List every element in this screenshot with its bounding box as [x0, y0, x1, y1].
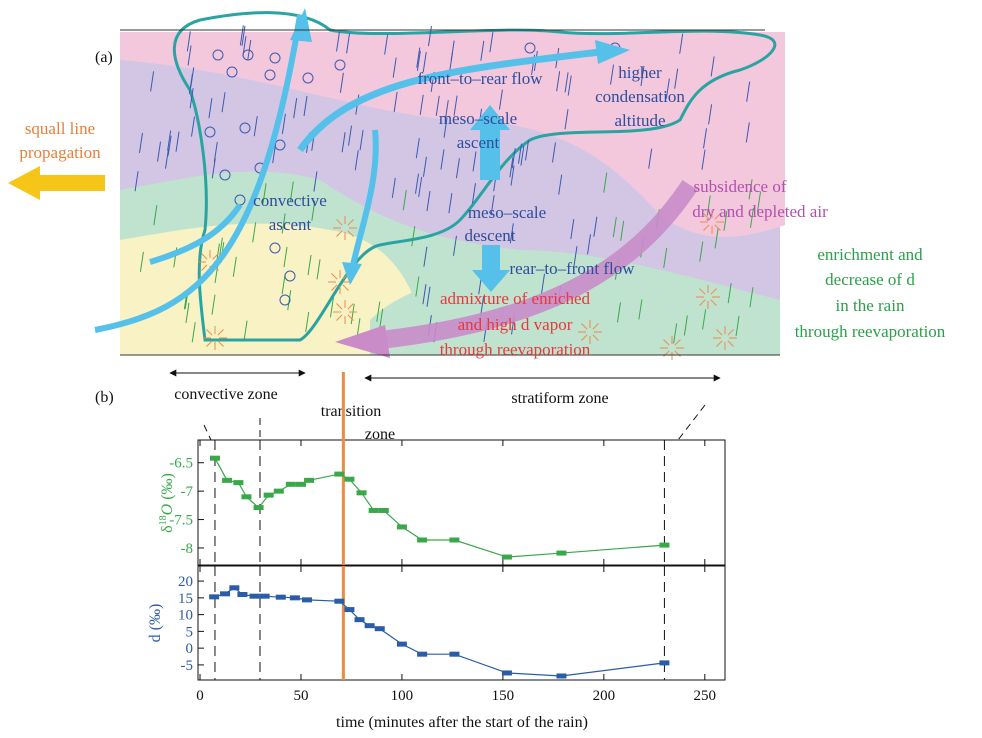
- label: subsidence of: [693, 177, 786, 196]
- data-point: [556, 673, 566, 678]
- data-point: [220, 591, 230, 596]
- label: dry and depleted air: [692, 202, 828, 221]
- label: ascent: [457, 133, 500, 152]
- label: in the rain: [836, 296, 905, 315]
- plot-frame: [198, 566, 725, 680]
- label: through reevaporation: [795, 322, 946, 341]
- data-point: [276, 595, 286, 600]
- x-tick-label: 50: [293, 688, 308, 704]
- unit: (‰): [159, 473, 176, 500]
- data-point: [254, 505, 264, 510]
- data-point: [397, 524, 407, 529]
- data-point: [209, 594, 219, 599]
- x-tick-label: 250: [694, 688, 717, 704]
- zone-label: transition: [321, 403, 381, 420]
- data-point: [222, 478, 232, 483]
- y-tick-label: 0: [186, 641, 194, 657]
- label: convective: [253, 191, 327, 210]
- data-point: [290, 595, 300, 600]
- connector: [204, 425, 211, 440]
- y-tick-label: 15: [178, 591, 193, 607]
- data-point: [417, 538, 427, 543]
- y-tick-label: 10: [178, 608, 193, 624]
- data-point: [210, 456, 220, 461]
- panel-label: (b): [95, 389, 114, 406]
- data-point: [379, 508, 389, 513]
- squall-arrow: [8, 166, 105, 200]
- label: meso–scale: [439, 109, 517, 128]
- data-point: [449, 652, 459, 657]
- data-point: [237, 592, 247, 597]
- data-point: [286, 482, 296, 487]
- data-point: [355, 617, 365, 622]
- label: altitude: [615, 111, 666, 130]
- connector: [678, 405, 705, 440]
- y-tick-label: -7: [181, 484, 194, 500]
- label: condensation: [595, 87, 685, 106]
- data-point: [502, 555, 512, 560]
- y-tick-label: 20: [178, 574, 193, 590]
- data-point: [264, 493, 274, 498]
- label: admixture of enriched: [440, 289, 591, 308]
- x-tick-label: 100: [391, 688, 414, 704]
- x-axis-label: time (minutes after the start of the rai…: [336, 714, 588, 731]
- data-point: [344, 477, 354, 482]
- data-point: [334, 472, 344, 477]
- data-point: [274, 489, 284, 494]
- data-point: [417, 652, 427, 657]
- zone-label: stratiform zone: [511, 390, 608, 407]
- data-point: [302, 597, 312, 602]
- data-point: [357, 490, 367, 495]
- data-point: [250, 594, 260, 599]
- data-point: [241, 494, 251, 499]
- label: and high d vapor: [458, 315, 573, 334]
- data-point: [556, 551, 566, 556]
- label: enrichment and: [817, 245, 923, 264]
- y-tick-label: -8: [181, 541, 194, 557]
- label: meso–scale: [468, 203, 546, 222]
- label: through reevaporation: [440, 340, 591, 359]
- data-point: [233, 480, 243, 485]
- x-tick-label: 150: [492, 688, 515, 704]
- y-tick-label: 5: [186, 624, 194, 640]
- data-point: [369, 508, 379, 513]
- chart: -505101520050100150200250: [178, 566, 725, 704]
- data-point: [502, 670, 512, 675]
- diagram: (a) squall line propagation front–to–rea…: [8, 8, 946, 360]
- data-point: [659, 543, 669, 548]
- x-tick-label: 200: [593, 688, 616, 704]
- data-point: [344, 607, 354, 612]
- data-point: [659, 660, 669, 665]
- data-point: [365, 623, 375, 628]
- data-point: [260, 594, 270, 599]
- label: rear–to–front flow: [509, 259, 635, 278]
- label: squall line: [25, 119, 95, 138]
- panel-label: (a): [95, 49, 113, 66]
- y-tick-label: -7.5: [169, 513, 193, 529]
- data-point: [304, 478, 314, 483]
- label: descent: [465, 226, 516, 245]
- data-point: [397, 642, 407, 647]
- label: decrease of d: [825, 270, 915, 289]
- zone-label: convective zone: [174, 386, 278, 403]
- label: front–to–rear flow: [417, 69, 543, 88]
- y-axis-label: d (‰): [147, 604, 164, 643]
- data-point: [449, 538, 459, 543]
- zones: (b) convective zone transition zone stra…: [95, 373, 720, 443]
- figure: (a) squall line propagation front–to–rea…: [0, 0, 982, 738]
- x-tick-label: 0: [196, 688, 204, 704]
- label: higher: [618, 63, 662, 82]
- data-point: [334, 599, 344, 604]
- label: propagation: [19, 143, 101, 162]
- data-point: [375, 626, 385, 631]
- label: ascent: [269, 215, 312, 234]
- y-tick-label: -6.5: [169, 456, 193, 472]
- superscript: 18: [158, 515, 169, 525]
- y-tick-label: -5: [181, 658, 194, 674]
- data-point: [229, 585, 239, 590]
